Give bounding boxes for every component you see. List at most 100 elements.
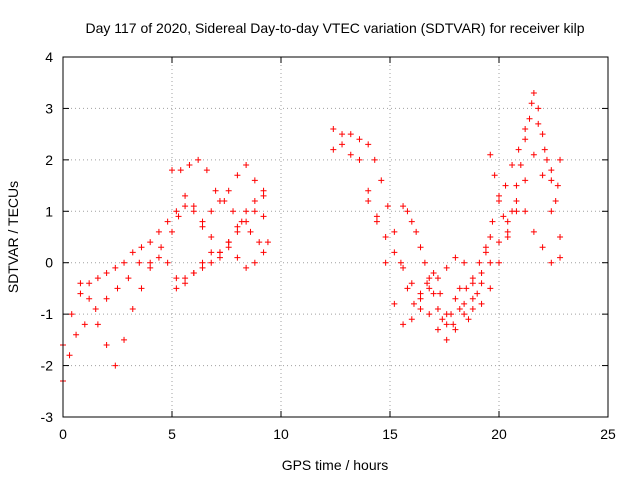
data-point <box>434 306 441 312</box>
data-point <box>408 218 415 225</box>
data-point <box>260 192 267 199</box>
data-points <box>60 90 564 384</box>
data-point <box>509 162 516 168</box>
data-point <box>522 126 529 132</box>
data-point <box>175 213 182 220</box>
data-point <box>114 285 121 292</box>
data-point <box>548 167 555 174</box>
data-point <box>465 316 472 323</box>
data-point <box>513 182 520 189</box>
data-point <box>155 254 162 261</box>
data-point <box>535 120 542 127</box>
data-point <box>526 115 533 122</box>
data-point <box>417 244 424 251</box>
chart-title: Day 117 of 2020, Sidereal Day-to-day VTE… <box>85 20 584 36</box>
data-point <box>452 295 459 302</box>
data-point <box>426 311 433 318</box>
data-point <box>530 90 537 96</box>
data-point <box>469 295 476 302</box>
x-tick-label: 5 <box>168 426 176 442</box>
data-point <box>400 203 407 210</box>
data-point <box>147 259 154 266</box>
data-point <box>129 306 136 312</box>
data-point <box>234 254 241 261</box>
data-point <box>164 259 171 266</box>
data-point <box>543 156 550 163</box>
data-point <box>504 234 511 240</box>
series-2 <box>60 192 267 348</box>
y-tick-label: 4 <box>45 49 53 65</box>
data-point <box>421 259 428 266</box>
data-point <box>408 316 415 323</box>
data-point <box>347 131 354 138</box>
data-point <box>452 326 459 333</box>
data-point <box>164 218 171 225</box>
data-point <box>158 244 165 251</box>
data-point <box>77 290 84 297</box>
series-4 <box>169 156 271 246</box>
data-point <box>173 285 180 292</box>
data-point <box>469 280 476 287</box>
data-point <box>496 192 502 199</box>
data-point <box>408 280 415 287</box>
data-point <box>552 198 559 204</box>
data-point <box>443 336 450 343</box>
data-point <box>417 306 424 312</box>
data-point <box>365 198 372 204</box>
data-point <box>225 244 232 251</box>
x-tick-labels: 0 5 10 15 20 25 <box>59 426 616 442</box>
data-point <box>92 306 99 312</box>
data-point <box>155 228 162 235</box>
data-point <box>443 264 450 271</box>
series-7 <box>330 141 564 343</box>
data-point <box>437 290 444 297</box>
data-point <box>169 167 175 174</box>
data-point <box>136 259 143 266</box>
data-point <box>482 244 489 251</box>
data-point <box>487 259 494 266</box>
data-point <box>496 239 502 246</box>
data-point <box>461 259 468 266</box>
data-point <box>541 146 548 153</box>
data-point <box>203 167 210 174</box>
data-point <box>539 131 546 138</box>
series-5 <box>173 244 267 292</box>
data-point <box>260 249 267 256</box>
data-point <box>539 172 546 179</box>
data-point <box>138 285 145 292</box>
data-point <box>487 234 494 240</box>
x-axis-label: GPS time / hours <box>282 457 389 473</box>
x-tick-label: 20 <box>491 426 507 442</box>
x-tick-label: 10 <box>273 426 289 442</box>
data-point <box>478 270 485 276</box>
data-point <box>439 316 446 323</box>
data-point <box>199 218 206 225</box>
data-point <box>112 362 119 369</box>
data-point <box>356 136 363 143</box>
axis-ticks <box>62 56 609 418</box>
data-point <box>373 213 380 220</box>
data-point <box>474 290 481 297</box>
data-point <box>522 177 529 184</box>
data-point <box>199 264 206 271</box>
y-tick-label: -1 <box>41 306 54 322</box>
data-point <box>182 280 189 287</box>
data-point <box>365 187 372 194</box>
data-point <box>199 259 206 266</box>
data-point <box>373 218 380 225</box>
data-point <box>182 203 189 210</box>
data-point <box>504 218 511 225</box>
y-axis-label: SDTVAR / TECUs <box>5 181 21 293</box>
series-6 <box>330 100 561 328</box>
data-point <box>147 239 154 246</box>
data-point <box>391 249 398 256</box>
y-tick-label: -2 <box>41 358 54 374</box>
data-point <box>190 203 197 210</box>
data-point <box>103 342 110 348</box>
grid <box>63 57 608 417</box>
data-point <box>478 280 485 287</box>
data-point <box>339 131 346 138</box>
data-point <box>378 177 385 184</box>
data-point <box>517 162 524 168</box>
data-point <box>169 228 175 235</box>
